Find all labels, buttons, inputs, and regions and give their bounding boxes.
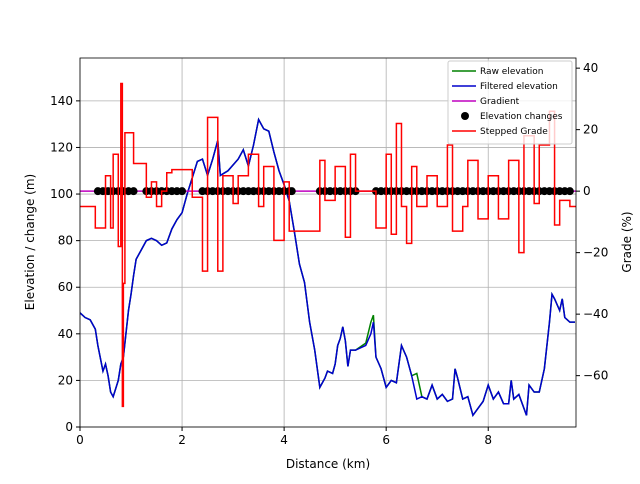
elevation-change-dot [178,187,187,196]
x-tick-label: 6 [382,433,390,447]
y-tick-label: 140 [50,94,73,108]
x-tick-label: 0 [76,433,84,447]
series-line [80,82,576,408]
y2-axis-label: Grade (%) [620,211,634,272]
x-tick-label: 8 [484,433,492,447]
legend-label: Elevation changes [480,112,563,122]
elevation-change-dot [129,187,138,196]
legend-box [447,60,573,145]
y-tick-label: 40 [58,327,73,341]
legend: Raw elevation Filtered elevation Gradient E… [447,60,573,145]
y-tick-label: 0 [65,420,73,434]
legend-label: Filtered elevation [480,82,558,92]
y2-tick-label: 40 [583,61,598,75]
y-tick-label: 120 [50,140,73,154]
y-tick-label: 20 [58,373,73,387]
elevation-change-dot [565,187,574,196]
plot [80,82,576,418]
y2-tick-label: 0 [583,184,591,198]
y-axis-label: Elevation / change (m) [23,174,37,310]
y2-tick-label: −40 [583,307,608,321]
legend-label: Gradient [480,97,520,107]
x-tick-label: 2 [178,433,186,447]
y2-tick-label: 20 [583,123,598,137]
x-tick-label: 4 [280,433,288,447]
y-tick-label: 100 [50,187,73,201]
x-axis-label: Distance (km) [286,457,370,471]
y2-tick-label: −20 [583,246,608,260]
plot-frame [79,57,577,428]
legend-label: Raw elevation [480,67,543,77]
y-tick-label: 60 [58,280,73,294]
y-tick-label: 80 [58,234,73,248]
y2-tick-label: −60 [583,369,608,383]
legend-marker [461,112,469,120]
series-line [80,117,575,418]
legend-label: Stepped Grade [480,127,548,137]
